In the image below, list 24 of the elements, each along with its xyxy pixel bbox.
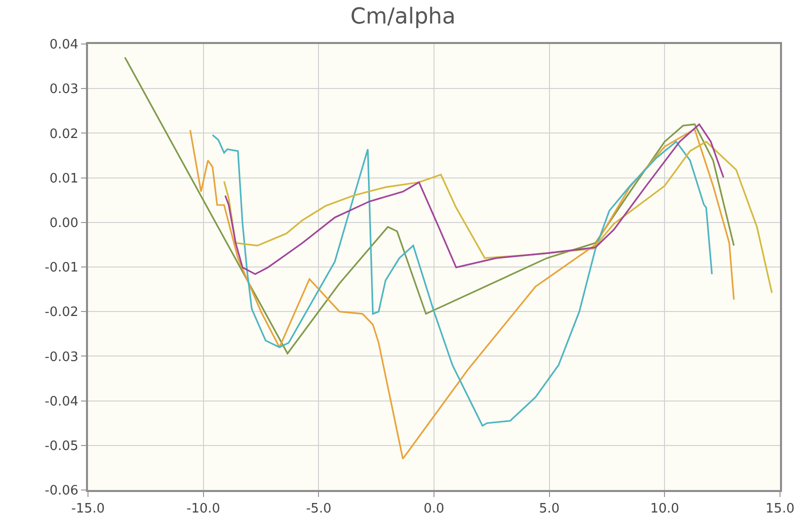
line-series bbox=[223, 140, 773, 294]
y-tick-label: -0.06 bbox=[44, 484, 78, 499]
y-tick-label: -0.05 bbox=[44, 438, 78, 454]
y-tick-label: -0.02 bbox=[44, 305, 78, 320]
x-tick-label: -5.0 bbox=[306, 502, 332, 517]
y-tick-label: -0.03 bbox=[44, 350, 78, 365]
x-tick-label: 15.0 bbox=[766, 502, 794, 517]
y-tick-label: -0.04 bbox=[44, 394, 78, 410]
line-series bbox=[189, 128, 735, 460]
line-series bbox=[224, 123, 724, 275]
y-tick-label: -0.01 bbox=[44, 260, 78, 276]
y-tick-label: 0.01 bbox=[49, 171, 78, 186]
x-tick-label: 5.0 bbox=[538, 502, 560, 517]
line-series bbox=[124, 56, 735, 354]
x-tick-label: -10.0 bbox=[186, 502, 220, 517]
line-series bbox=[212, 134, 713, 427]
chart-title: Cm/alpha bbox=[350, 4, 456, 30]
y-tick-label: 0.02 bbox=[49, 126, 78, 142]
y-tick-label: 0.03 bbox=[49, 82, 78, 98]
x-tick-label: 10.0 bbox=[650, 502, 680, 517]
x-tick-label: -15.0 bbox=[71, 502, 105, 517]
y-tick-label: 0.04 bbox=[49, 38, 78, 53]
x-tick-label: 0.0 bbox=[424, 502, 444, 517]
y-tick-label: 0.00 bbox=[49, 216, 78, 231]
